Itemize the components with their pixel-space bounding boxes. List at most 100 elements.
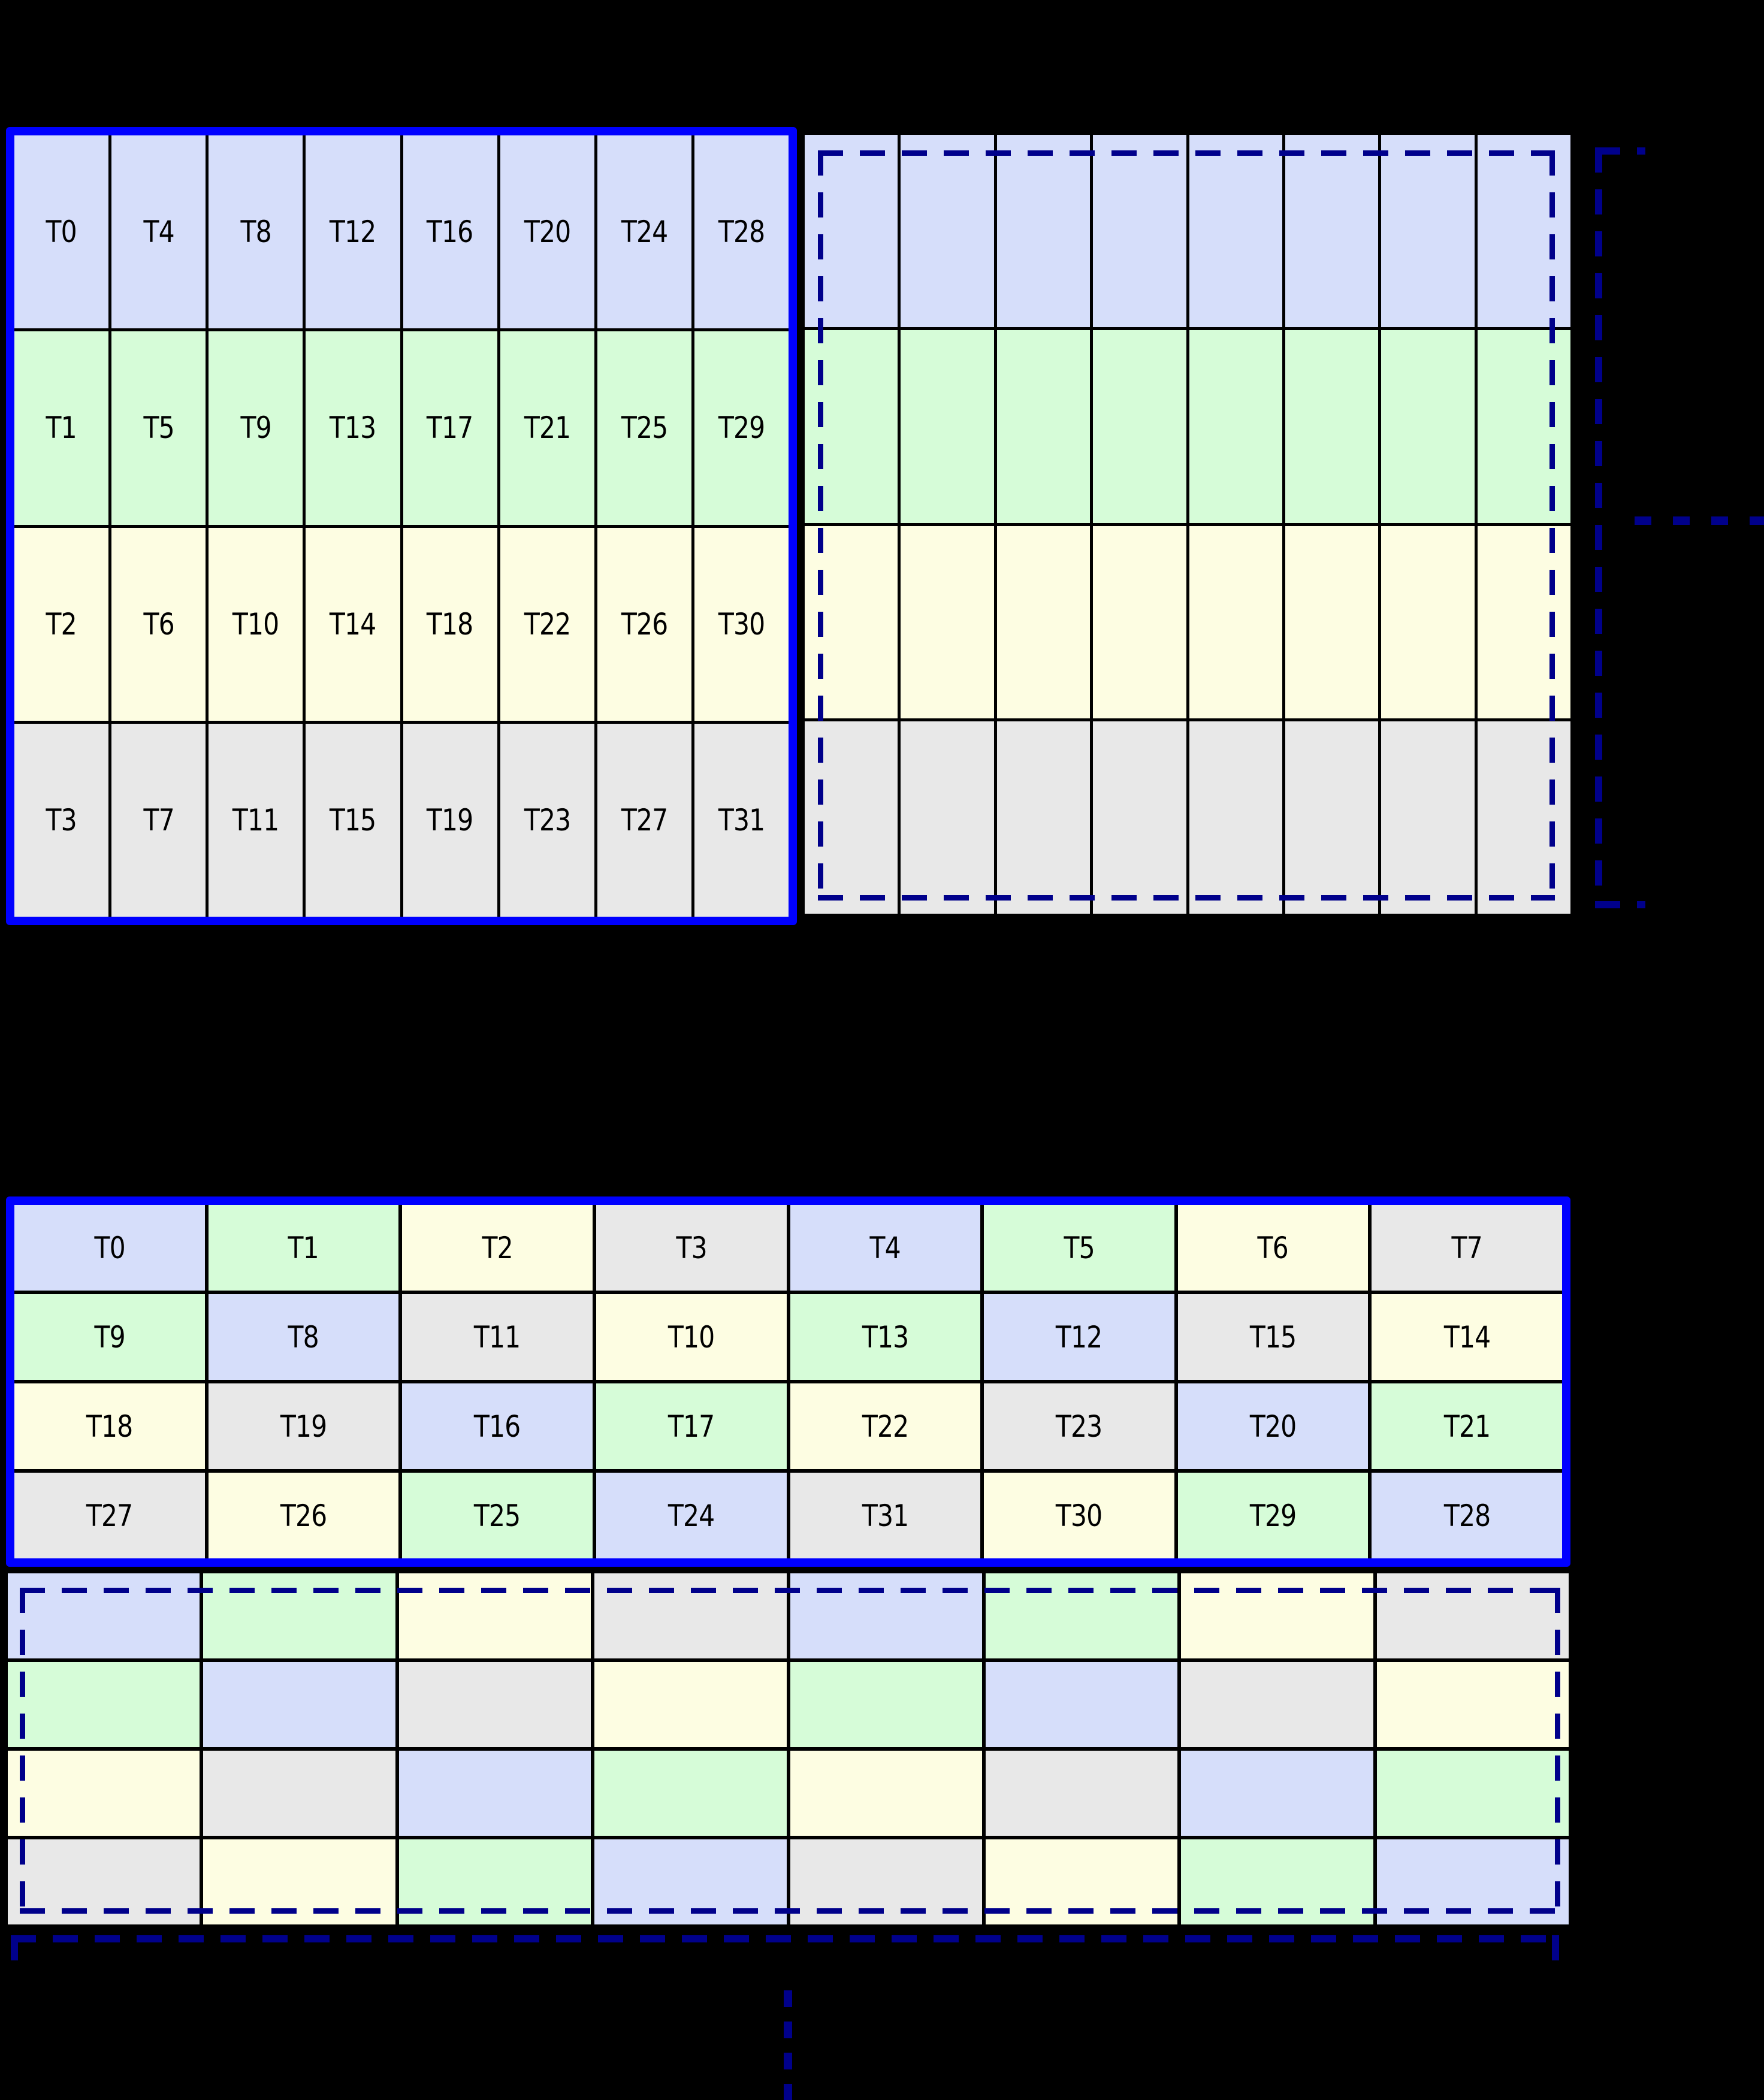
thread-cell: T17: [596, 1383, 787, 1469]
thread-label: T29: [1249, 1498, 1297, 1533]
thread-cell: T16: [403, 135, 497, 329]
thread-label: T15: [330, 802, 376, 838]
empty-cell: [8, 1573, 200, 1658]
empty-cell: [1181, 1573, 1373, 1658]
thread-label: T6: [1257, 1230, 1289, 1265]
empty-cell: [8, 1839, 200, 1924]
thread-label: T21: [1443, 1409, 1490, 1444]
empty-cell: [1381, 721, 1475, 914]
thread-cell: T8: [208, 1294, 399, 1380]
empty-cell: [1093, 721, 1186, 914]
empty-cell: [398, 1751, 591, 1836]
empty-cell: [1376, 1662, 1569, 1747]
thread-label: T9: [94, 1319, 125, 1355]
empty-cell: [1381, 330, 1475, 523]
thread-label: T20: [524, 214, 570, 250]
thread-cell: T8: [209, 135, 303, 329]
empty-cell: [1181, 1662, 1373, 1747]
thread-label: T18: [427, 606, 473, 642]
thread-cell: T23: [984, 1383, 1174, 1469]
thread-cell: T3: [14, 723, 109, 917]
empty-cell: [1189, 135, 1282, 328]
empty-cell: [203, 1751, 395, 1836]
empty-cell: [203, 1839, 395, 1924]
thread-cell: T10: [596, 1294, 787, 1380]
thread-cell: T24: [596, 1473, 787, 1558]
thread-cell: T7: [1372, 1205, 1562, 1291]
empty-cell: [398, 1839, 591, 1924]
thread-label: T10: [232, 606, 279, 642]
thread-cell: T13: [306, 331, 400, 525]
thread-label: T17: [427, 410, 473, 446]
thread-label: T12: [1056, 1319, 1102, 1355]
thread-label: T12: [330, 214, 376, 250]
thread-label: T26: [280, 1498, 327, 1533]
thread-cell: T29: [694, 331, 789, 525]
empty-cell: [901, 135, 994, 328]
thread-label: T4: [143, 214, 174, 250]
thread-label: T9: [240, 410, 271, 446]
thread-label: T30: [1056, 1498, 1102, 1533]
thread-cell: T29: [1177, 1473, 1369, 1558]
thread-cell: T25: [597, 331, 691, 525]
thread-cell: T2: [402, 1205, 593, 1291]
empty-cell: [1285, 525, 1379, 718]
thread-label: T28: [718, 214, 765, 250]
thread-label: T31: [718, 802, 765, 838]
thread-label: T21: [524, 410, 570, 446]
thread-cell: T18: [403, 527, 497, 721]
thread-cell: T13: [790, 1294, 981, 1380]
empty-cell: [1189, 721, 1282, 914]
empty-cell: [1376, 1839, 1569, 1924]
thread-cell: T21: [1372, 1383, 1562, 1469]
thread-cell: T19: [403, 723, 497, 917]
empty-cell: [8, 1751, 200, 1836]
thread-label: T13: [862, 1319, 909, 1355]
thread-cell: T21: [500, 331, 594, 525]
empty-cell: [1285, 721, 1379, 914]
ellipsis-vertical-icon: [784, 1990, 792, 2100]
thread-cell: T6: [1177, 1205, 1369, 1291]
thread-label: T11: [232, 802, 279, 838]
thread-label: T5: [1064, 1230, 1095, 1265]
thread-cell: T4: [790, 1205, 981, 1291]
empty-cell: [594, 1573, 787, 1658]
thread-label: T19: [427, 802, 473, 838]
thread-cell: T20: [1177, 1383, 1369, 1469]
column-major-thread-grid: T0 T4 T8 T12 T16 T20 T24 T28 T1 T5 T9 T13 T17 T21 T25 T…: [6, 127, 797, 925]
bottom-continuation-bracket-tick-left: [11, 1935, 18, 1966]
thread-label: T14: [1443, 1319, 1490, 1355]
thread-label: T24: [621, 214, 668, 250]
thread-label: T2: [46, 606, 77, 642]
thread-cell: T28: [1372, 1473, 1562, 1558]
thread-cell: T22: [790, 1383, 981, 1469]
thread-cell: T9: [14, 1294, 205, 1380]
thread-cell: T26: [208, 1473, 399, 1558]
thread-label: T4: [869, 1230, 901, 1265]
thread-label: T23: [1056, 1409, 1102, 1444]
thread-cell: T11: [402, 1294, 593, 1380]
thread-label: T23: [524, 802, 570, 838]
thread-label: T7: [1451, 1230, 1483, 1265]
empty-cell: [398, 1662, 591, 1747]
thread-label: T28: [1443, 1498, 1490, 1533]
thread-cell: T14: [1372, 1294, 1562, 1380]
thread-cell: T23: [500, 723, 594, 917]
thread-label: T0: [94, 1230, 125, 1265]
empty-cell: [1181, 1839, 1373, 1924]
empty-cell: [594, 1839, 787, 1924]
empty-cell: [1381, 135, 1475, 328]
thread-label: T8: [240, 214, 271, 250]
empty-cell: [901, 721, 994, 914]
bottom-continuation-bracket-line: [11, 1935, 1559, 1942]
empty-cell: [996, 135, 1091, 328]
thread-cell: T5: [111, 331, 206, 525]
empty-cell: [790, 1662, 982, 1747]
empty-cell: [1189, 525, 1282, 718]
empty-cell: [805, 330, 898, 523]
swizzled-thread-grid-continuation: [6, 1572, 1570, 1926]
empty-cell: [1477, 525, 1570, 718]
thread-cell: T11: [209, 723, 303, 917]
empty-cell: [901, 525, 994, 718]
